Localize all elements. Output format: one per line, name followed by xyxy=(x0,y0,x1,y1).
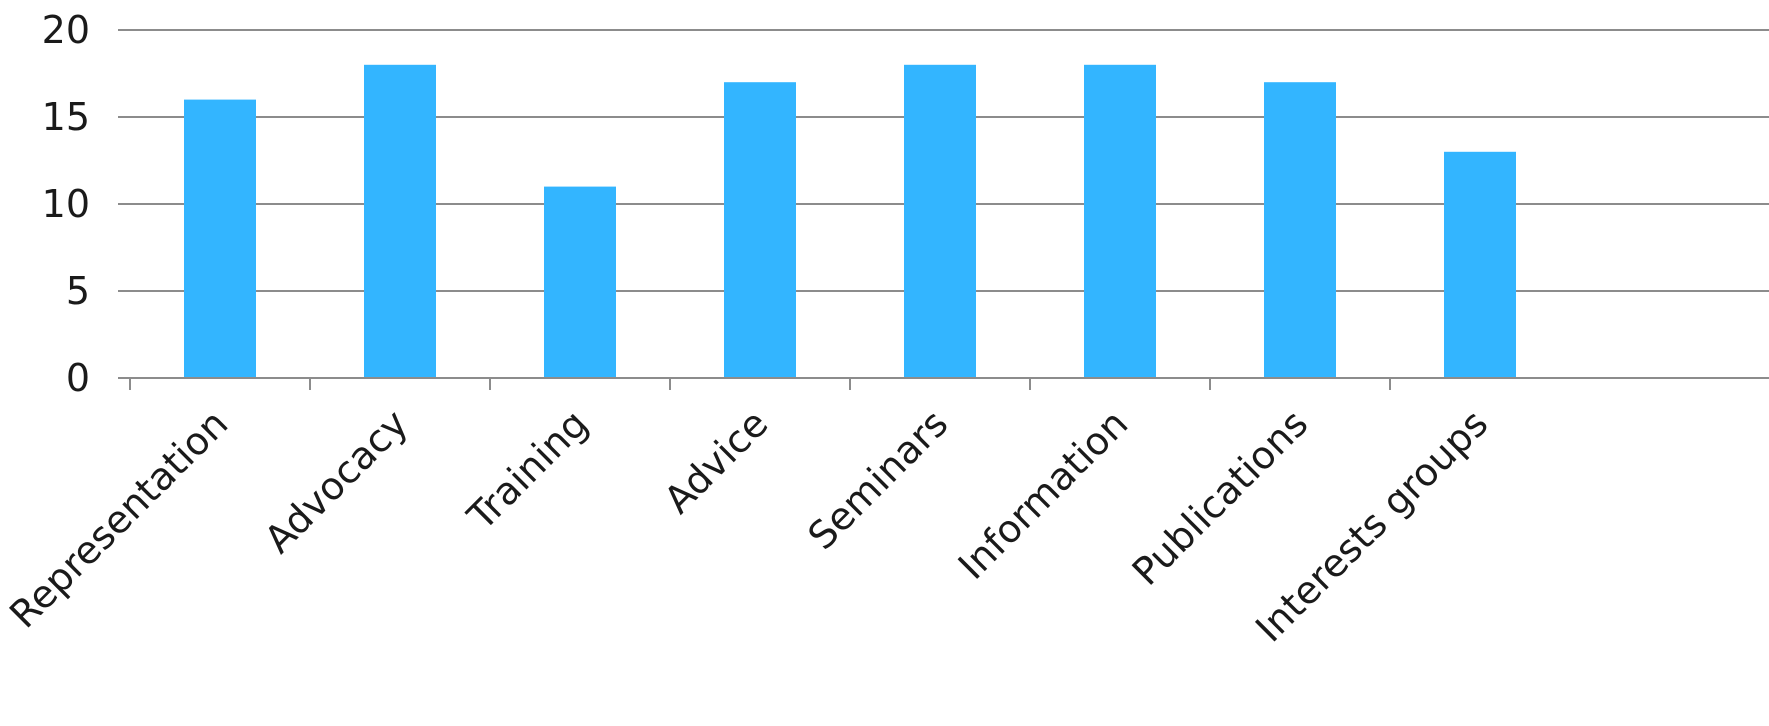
bar-publications xyxy=(1264,82,1336,378)
bars xyxy=(184,64,1516,379)
x-tick-label: Publications xyxy=(1124,401,1317,594)
y-tick-label: 10 xyxy=(42,182,90,226)
x-axis xyxy=(118,377,1769,390)
y-tick-label: 0 xyxy=(66,356,90,400)
x-tick-label: Seminars xyxy=(799,401,956,558)
y-axis-labels: 0 5 10 15 20 xyxy=(42,8,90,400)
x-axis-labels: Representation Advocacy Training Advice Semi… xyxy=(1,401,1496,650)
x-tick-label: Advice xyxy=(656,401,777,522)
bar-information xyxy=(1084,64,1156,379)
x-tick-label: Training xyxy=(459,401,597,539)
bar-representation xyxy=(184,99,256,378)
x-tick-label: Advocacy xyxy=(256,401,416,561)
bar-interests-groups xyxy=(1444,151,1516,378)
bar-advice xyxy=(724,82,796,378)
bar-advocacy xyxy=(364,64,436,379)
y-tick-label: 5 xyxy=(66,269,90,313)
bar-training xyxy=(544,186,616,378)
x-tick-label: Representation xyxy=(1,401,236,636)
y-tick-label: 15 xyxy=(42,95,90,139)
x-tick-label: Information xyxy=(950,401,1137,588)
bar-seminars xyxy=(904,64,976,379)
y-tick-label: 20 xyxy=(42,8,90,52)
